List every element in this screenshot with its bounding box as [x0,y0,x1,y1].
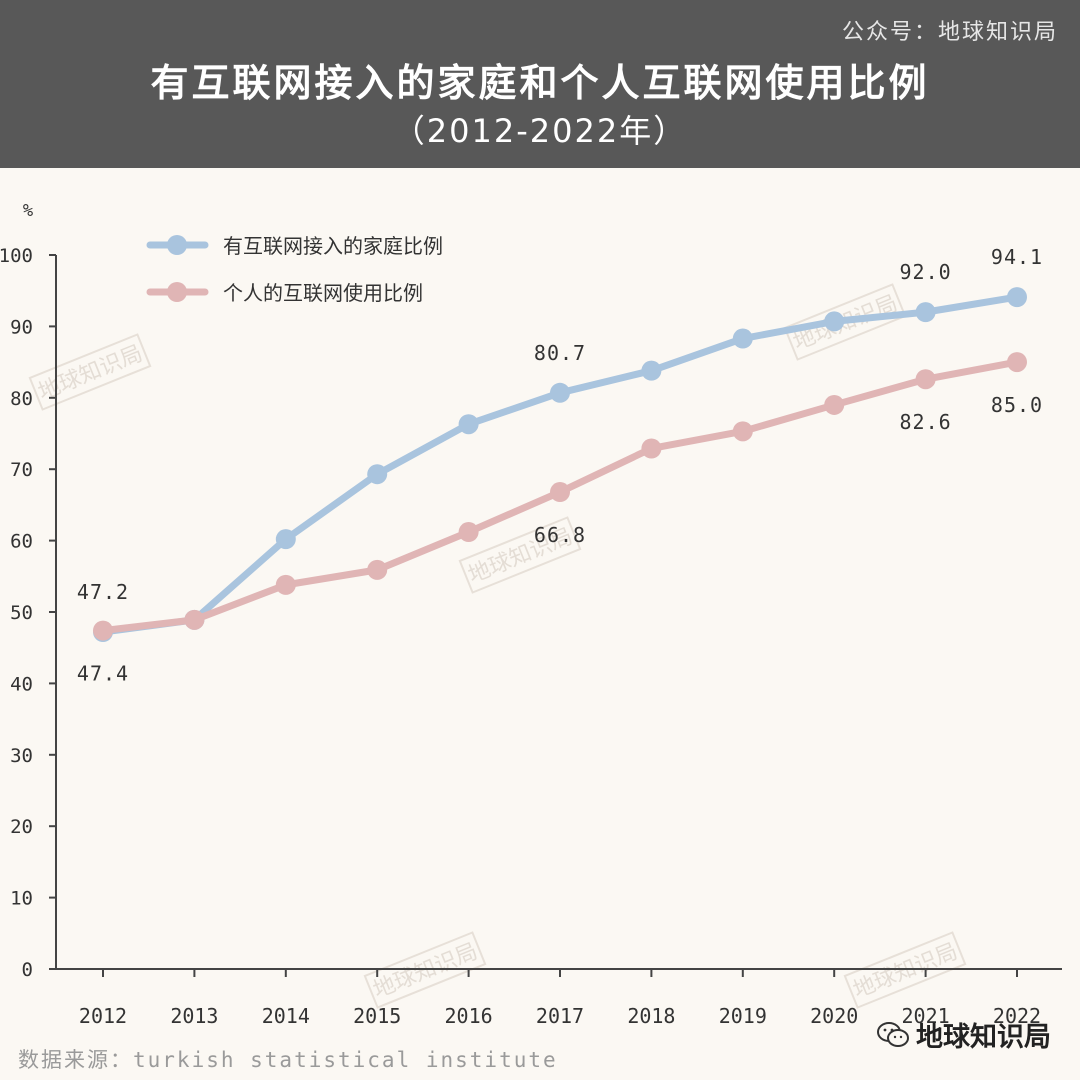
brand-badge: 地球知识局 [876,1015,1051,1054]
legend-swatch-marker [167,235,187,255]
y-tick-label: 10 [10,888,33,910]
data-point [1007,287,1027,308]
data-point [367,464,388,485]
x-tick-label: 2016 [445,1004,493,1028]
data-point [732,328,753,349]
series-2 [93,352,1027,641]
y-tick-label: 100 [0,245,33,267]
wechat-icon [877,1021,909,1047]
data-point [275,574,296,595]
y-tick-label: 70 [10,459,33,481]
data-point [641,360,662,381]
watermark-frame [783,283,907,361]
y-tick-label: 30 [10,745,33,767]
data-source: 数据来源：turkish statistical institute [18,1048,558,1072]
x-tick-label: 2012 [79,1004,127,1028]
watermark-frame [843,931,967,1009]
x-tick-label: 2013 [170,1004,218,1028]
chart-subtitle: （2012-2022年） [392,112,688,150]
y-tick-label: 0 [22,959,33,981]
watermark-frame [363,931,487,1009]
data-point [367,559,388,580]
data-label: 92.0 [900,260,952,284]
x-tick-label: 2015 [353,1004,401,1028]
legend-swatch-marker [167,282,187,302]
x-tick-label: 2022 [993,1004,1041,1028]
data-labels: 47.2 80.7 92.0 94.1 47.4 66.8 82.6 85.0 [77,245,1043,686]
y-tick-label: 80 [10,388,33,410]
legend-label: 有互联网接入的家庭比例 [223,234,443,258]
y-tick-label: 40 [10,673,33,695]
data-point [824,311,845,332]
data-point [915,369,936,390]
data-point [458,414,479,435]
data-label: 82.6 [900,410,952,434]
data-point [824,394,845,415]
data-point [458,522,479,543]
data-point [550,382,570,403]
x-tick-label: 2020 [810,1004,858,1028]
y-tick-label: 90 [10,316,33,338]
data-point [732,421,753,442]
watermark-frame [28,333,152,411]
y-tick-label: 60 [10,531,33,553]
data-label: 85.0 [991,393,1043,417]
data-point [275,529,296,550]
x-tick-label: 2017 [536,1004,584,1028]
data-point [1007,352,1027,373]
watermark-frame [458,516,582,594]
legend-label: 个人的互联网使用比例 [223,281,423,305]
data-label: 47.4 [77,662,129,686]
data-point [915,302,936,323]
x-tick-label: 2014 [262,1004,310,1028]
data-point [93,620,113,641]
x-tick-label: 2021 [902,1004,950,1028]
brand-name: 地球知识局 [916,1022,1051,1053]
x-tick-label: 2019 [719,1004,767,1028]
chart-title: 有互联网接入的家庭和个人互联网使用比例 [150,61,930,105]
chart-header: 公众号：地球知识局 有互联网接入的家庭和个人互联网使用比例 （2012-2022… [0,0,1080,168]
legend-item-1: 有互联网接入的家庭比例 [146,234,443,258]
y-unit-label: % [23,201,33,221]
data-label: 47.2 [77,580,129,604]
data-label: 94.1 [991,245,1043,269]
account-name: 公众号：地球知识局 [841,20,1058,45]
watermark: 地球知识局 [28,333,152,411]
y-tick-label: 50 [10,602,33,624]
data-label: 66.8 [534,523,586,547]
legend-item-2: 个人的互联网使用比例 [146,281,423,305]
data-label: 80.7 [534,341,586,365]
axes: % 0 10 20 30 40 50 60 70 80 90 100 2012 2013 2014 2015 2… [0,201,1062,1028]
series-layer [93,287,1027,642]
data-point [550,482,570,503]
x-tick-label: 2018 [627,1004,675,1028]
y-tick-label: 20 [10,816,33,838]
data-point [184,609,205,630]
data-point [641,438,662,459]
